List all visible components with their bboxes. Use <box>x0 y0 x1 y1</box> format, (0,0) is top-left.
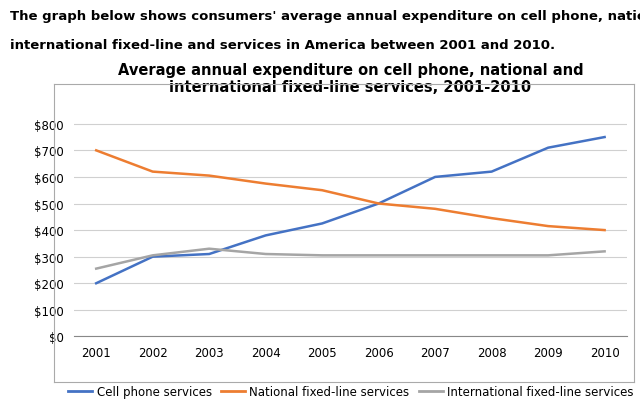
Cell phone services <box>149 254 157 259</box>
National fixed-line services <box>149 170 157 175</box>
Legend: Cell phone services, National fixed-line services, International fixed-line serv: Cell phone services, National fixed-line… <box>63 381 639 403</box>
National fixed-line services <box>205 174 213 179</box>
International fixed-line services <box>205 247 213 252</box>
Cell phone services <box>318 221 326 226</box>
International fixed-line services <box>431 253 439 258</box>
Line: Cell phone services: Cell phone services <box>96 138 605 284</box>
International fixed-line services <box>92 266 100 271</box>
Cell phone services <box>544 146 552 151</box>
International fixed-line services <box>318 253 326 258</box>
International fixed-line services <box>375 253 383 258</box>
National fixed-line services <box>488 216 495 221</box>
National fixed-line services <box>375 202 383 206</box>
National fixed-line services <box>601 228 609 233</box>
Cell phone services <box>431 175 439 180</box>
International fixed-line services <box>149 253 157 258</box>
National fixed-line services <box>318 188 326 193</box>
Cell phone services <box>92 281 100 286</box>
International fixed-line services <box>488 253 495 258</box>
Line: International fixed-line services: International fixed-line services <box>96 249 605 269</box>
National fixed-line services <box>92 149 100 154</box>
Cell phone services <box>262 233 269 238</box>
Cell phone services <box>601 135 609 140</box>
International fixed-line services <box>544 253 552 258</box>
National fixed-line services <box>431 207 439 212</box>
Cell phone services <box>488 170 495 175</box>
Text: The graph below shows consumers' average annual expenditure on cell phone, natio: The graph below shows consumers' average… <box>10 10 640 23</box>
Cell phone services <box>205 252 213 257</box>
Cell phone services <box>375 202 383 206</box>
International fixed-line services <box>262 252 269 257</box>
National fixed-line services <box>544 224 552 229</box>
Line: National fixed-line services: National fixed-line services <box>96 151 605 230</box>
Title: Average annual expenditure on cell phone, national and
international fixed-line : Average annual expenditure on cell phone… <box>118 63 583 95</box>
National fixed-line services <box>262 182 269 187</box>
Text: international fixed-line and services in America between 2001 and 2010.: international fixed-line and services in… <box>10 39 555 52</box>
International fixed-line services <box>601 249 609 254</box>
